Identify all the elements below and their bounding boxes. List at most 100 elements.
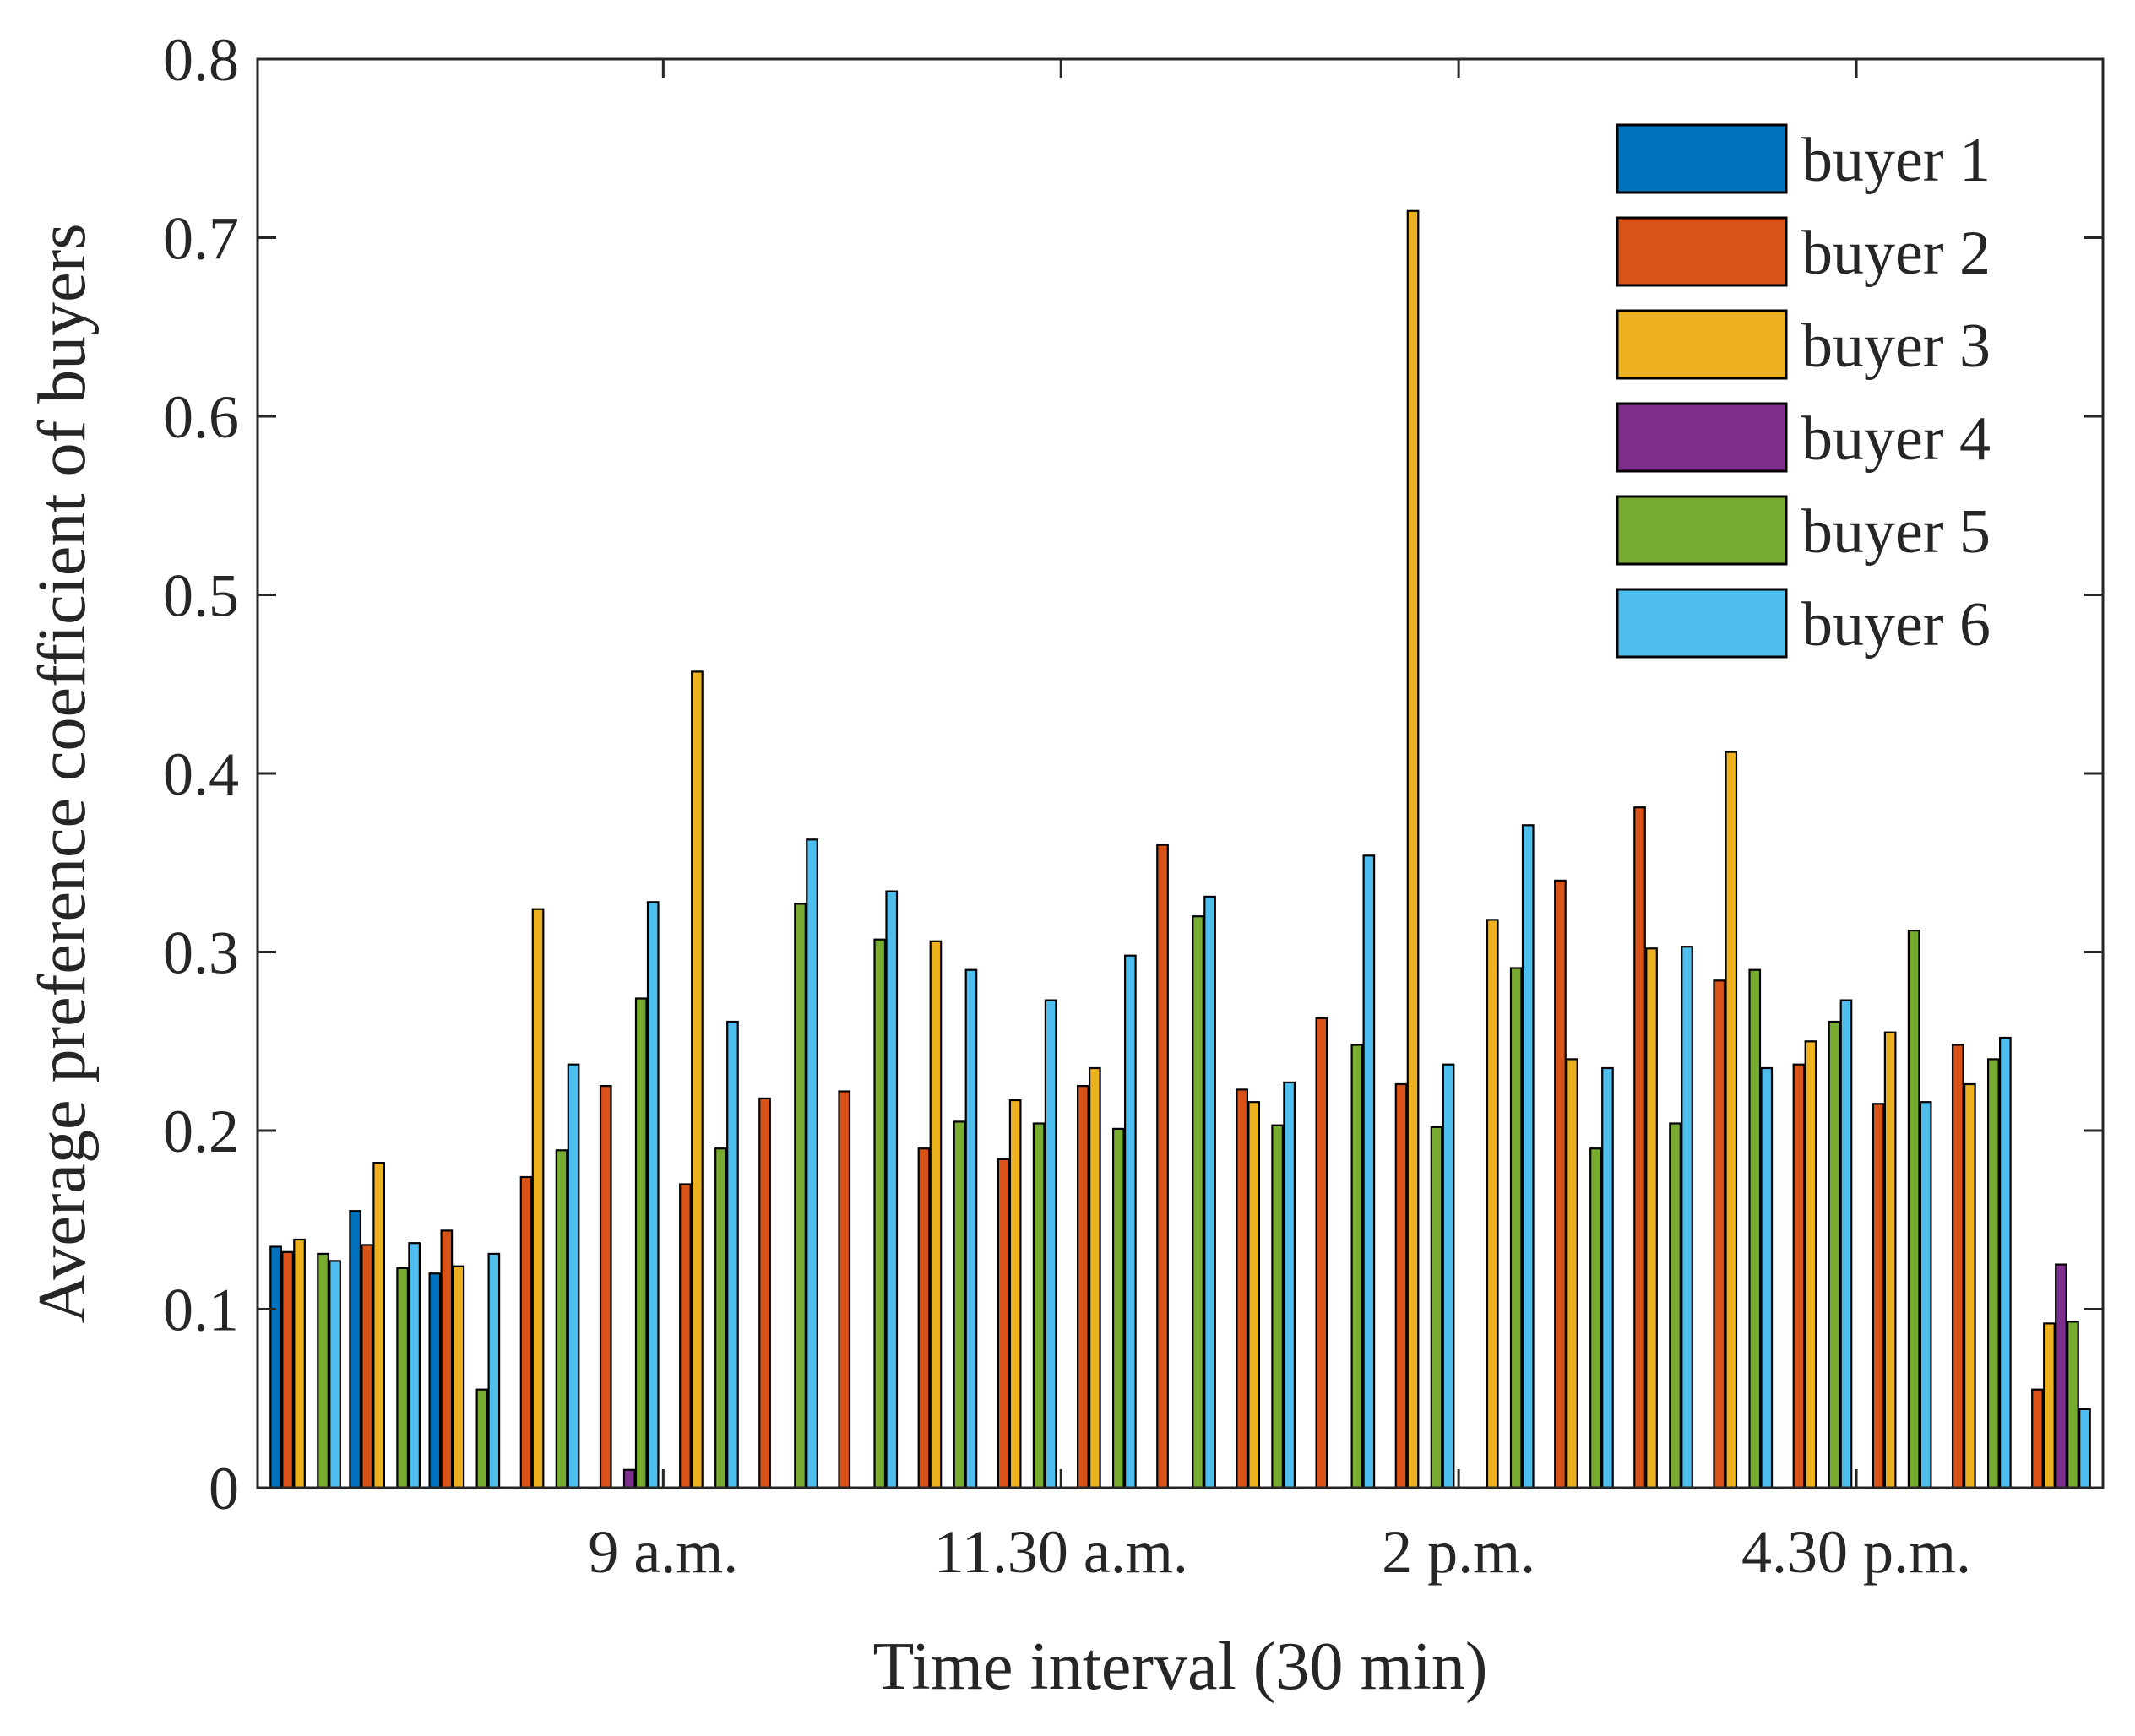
bar-buyer-3-cat-22 xyxy=(1964,1082,1976,1489)
bar-buyer-5-cat-6 xyxy=(714,1147,727,1489)
bar-buyer-3-cat-1 xyxy=(293,1238,306,1489)
bar-buyer-2-cat-12 xyxy=(1156,844,1169,1489)
bar-buyer-5-cat-13 xyxy=(1271,1124,1285,1489)
legend-swatch-buyer-1 xyxy=(1616,123,1788,194)
bar-buyer-2-cat-15 xyxy=(1394,1082,1408,1489)
bar-buyer-3-cat-21 xyxy=(1883,1031,1897,1489)
bar-buyer-6-cat-23 xyxy=(2078,1408,2091,1489)
bar-buyer-3-cat-17 xyxy=(1566,1058,1578,1489)
bar-buyer-4-cat-23 xyxy=(2055,1263,2067,1489)
bar-buyer-2-cat-14 xyxy=(1315,1017,1328,1489)
bar-buyer-6-cat-1 xyxy=(329,1260,341,1489)
bar-buyer-2-cat-9 xyxy=(917,1147,931,1489)
bar-buyer-6-cat-16 xyxy=(1521,824,1535,1489)
bar-buyer-1-cat-3 xyxy=(428,1272,442,1489)
bar-buyer-6-cat-22 xyxy=(1999,1036,2012,1489)
bar-buyer-6-cat-20 xyxy=(1839,999,1853,1489)
bar-buyer-6-cat-18 xyxy=(1681,946,1693,1489)
y-tick-label: 0.5 xyxy=(163,562,239,630)
axes-layer: 0 0.1 0.2 0.3 0.4 0.5 0.6 0.7 0.8 9 a.m. 11.30 a.m… xyxy=(163,26,2105,1586)
bar-buyer-3-cat-23 xyxy=(2043,1322,2056,1489)
legend-label-buyer-4: buyer 4 xyxy=(1801,404,1991,474)
bar-buyer-2-cat-10 xyxy=(997,1158,1010,1489)
bar-buyer-2-cat-22 xyxy=(1952,1044,1964,1489)
bar-buyer-6-cat-10 xyxy=(1044,999,1057,1489)
bar-buyer-5-cat-12 xyxy=(1192,915,1204,1489)
bar-buyer-3-cat-16 xyxy=(1486,919,1499,1489)
bar-buyer-2-cat-20 xyxy=(1792,1063,1806,1489)
bar-buyer-6-cat-9 xyxy=(964,968,978,1489)
y-tick-label: 0 xyxy=(209,1455,239,1522)
x-axis-title: Time interval (30 min) xyxy=(872,1630,1487,1704)
bar-buyer-2-cat-8 xyxy=(838,1090,851,1489)
x-tick-label: 11.30 a.m. xyxy=(934,1518,1188,1586)
bar-buyer-5-cat-18 xyxy=(1669,1122,1681,1489)
bar-buyer-3-cat-4 xyxy=(531,908,545,1489)
bar-buyer-2-cat-3 xyxy=(440,1229,454,1489)
bar-buyer-3-cat-18 xyxy=(1645,947,1658,1489)
bar-buyer-6-cat-14 xyxy=(1362,854,1376,1489)
bar-buyer-5-cat-11 xyxy=(1111,1127,1125,1489)
legend-label-buyer-5: buyer 5 xyxy=(1801,497,1991,567)
bar-buyer-1-cat-1 xyxy=(269,1245,282,1489)
legend-swatch-buyer-6 xyxy=(1616,588,1788,659)
bar-buyer-5-cat-2 xyxy=(396,1267,409,1489)
bar-buyer-3-cat-20 xyxy=(1804,1040,1817,1489)
bar-buyer-5-cat-15 xyxy=(1430,1126,1443,1489)
bar-buyer-6-cat-2 xyxy=(408,1242,421,1489)
bar-buyer-2-cat-2 xyxy=(361,1244,373,1489)
bar-buyer-6-cat-15 xyxy=(1442,1063,1455,1489)
y-axis-title: Average preference coefficient of buyers xyxy=(25,224,100,1324)
bar-buyer-6-cat-6 xyxy=(726,1020,739,1489)
bar-buyer-2-cat-11 xyxy=(1076,1084,1089,1489)
bar-buyer-6-cat-19 xyxy=(1760,1066,1774,1489)
bar-buyer-2-cat-18 xyxy=(1633,806,1646,1489)
bar-buyer-6-cat-17 xyxy=(1601,1066,1614,1489)
y-tick-label: 0.7 xyxy=(163,205,239,273)
bar-buyer-6-cat-12 xyxy=(1203,895,1216,1489)
legend-swatch-buyer-2 xyxy=(1616,216,1788,287)
bar-buyer-5-cat-19 xyxy=(1748,968,1762,1489)
legend-label-buyer-1: buyer 1 xyxy=(1801,126,1991,195)
y-tick-label: 0.2 xyxy=(163,1098,239,1165)
bar-buyer-3-cat-19 xyxy=(1725,751,1738,1489)
bar-buyer-2-cat-5 xyxy=(599,1084,612,1489)
bar-buyer-5-cat-5 xyxy=(634,997,648,1489)
bar-buyer-3-cat-10 xyxy=(1008,1099,1022,1489)
bar-buyer-6-cat-3 xyxy=(487,1252,501,1489)
legend-swatch-buyer-5 xyxy=(1616,495,1788,566)
bar-buyer-2-cat-6 xyxy=(679,1183,692,1489)
bar-buyer-3-cat-13 xyxy=(1247,1101,1261,1489)
legend-label-buyer-3: buyer 3 xyxy=(1801,312,1991,381)
legend-swatch-buyer-3 xyxy=(1616,309,1788,380)
bar-buyer-5-cat-21 xyxy=(1907,929,1920,1489)
bar-buyer-5-cat-23 xyxy=(2067,1321,2079,1489)
bar-buyer-5-cat-16 xyxy=(1509,967,1523,1489)
bar-buyer-6-cat-5 xyxy=(646,901,660,1489)
bar-buyer-4-cat-5 xyxy=(622,1468,636,1489)
bar-buyer-6-cat-21 xyxy=(1919,1101,1932,1489)
y-tick-label: 0.3 xyxy=(163,920,239,987)
bar-buyer-6-cat-8 xyxy=(885,890,899,1489)
y-tick-label: 0.4 xyxy=(163,741,239,808)
bar-buyer-2-cat-19 xyxy=(1713,979,1726,1489)
bar-buyer-3-cat-2 xyxy=(372,1161,385,1489)
bar-buyer-2-cat-23 xyxy=(2031,1388,2044,1489)
bar-buyer-6-cat-7 xyxy=(806,838,818,1489)
y-tick-label: 0.1 xyxy=(163,1277,239,1344)
legend-swatch-buyer-4 xyxy=(1616,402,1788,473)
legend-label-buyer-6: buyer 6 xyxy=(1801,590,1991,659)
bar-buyer-5-cat-3 xyxy=(475,1388,489,1489)
bar-buyer-3-cat-11 xyxy=(1088,1066,1101,1489)
legend-label-buyer-2: buyer 2 xyxy=(1801,219,1991,288)
bar-buyer-5-cat-22 xyxy=(1987,1058,2000,1489)
bar-buyer-3-cat-6 xyxy=(691,670,704,1489)
bar-buyer-2-cat-17 xyxy=(1554,879,1567,1489)
y-tick-label: 0.6 xyxy=(163,383,239,451)
bar-buyer-2-cat-13 xyxy=(1236,1088,1249,1489)
bar-buyer-2-cat-7 xyxy=(758,1097,771,1489)
bar-buyer-2-cat-4 xyxy=(519,1175,533,1489)
bars-layer xyxy=(269,209,2091,1489)
